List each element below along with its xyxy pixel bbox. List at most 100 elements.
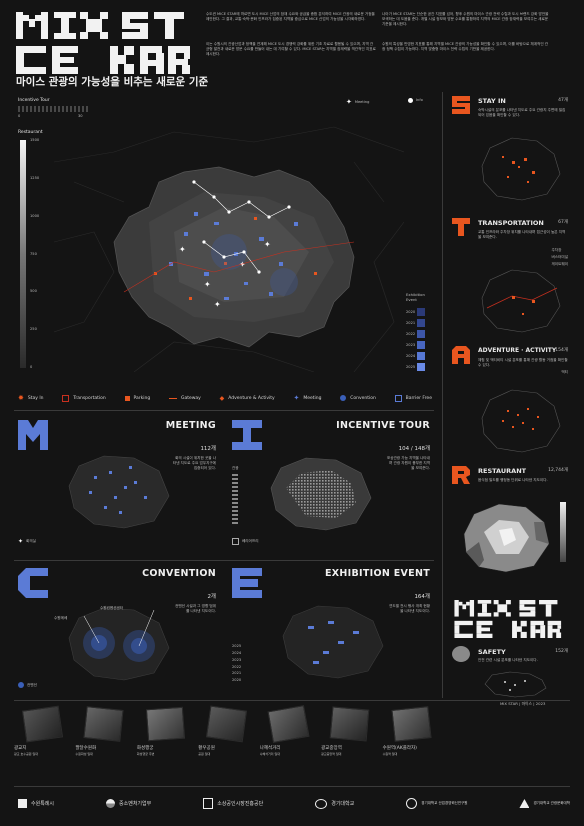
info-legend-label: Info — [416, 98, 423, 103]
incentive-foot-label: 베리어프리 — [242, 539, 259, 544]
barrier-free-icon — [394, 394, 402, 402]
site-card[interactable]: 나혜석거리 나혜석거리 일대 — [259, 704, 317, 774]
convention-callout-1: 수원컨벤션센터 — [100, 606, 124, 610]
exhibition-year: 2023 — [406, 342, 416, 347]
mixstar-small-logo-icon — [454, 600, 562, 638]
legend-label: Convention — [350, 395, 376, 401]
legend-label: Barrier Free — [405, 395, 432, 401]
site-note: 공원 일대 — [198, 751, 211, 756]
sponsor-kgu-tourism[interactable]: 경기대학교 관광문화대학 — [519, 799, 570, 808]
site-thumbnail — [145, 706, 186, 742]
transportation-note: 교통 인프라와 주차장 위치를 나타내며 접근성이 높은 지역을 보여준다. — [478, 230, 566, 239]
legend-label: Stay In — [27, 395, 44, 401]
site-name: 수원역(AK플라자) — [382, 746, 417, 751]
site-card[interactable]: 광교지 광교 호수공원 일대 — [14, 705, 71, 774]
convention-title: CONVENTION — [142, 568, 216, 579]
restaurant-count: 12,744개 — [548, 468, 568, 473]
restaurant-tick: 1250 — [30, 175, 40, 180]
kgu-logo-icon — [315, 798, 328, 809]
transportation-count: 67개 — [558, 220, 568, 225]
site-thumbnail — [83, 706, 125, 742]
site-note: 수원역 일대 — [382, 751, 398, 756]
sponsor-mss[interactable]: 중소벤처기업부 — [106, 799, 151, 808]
convention-icon — [340, 395, 347, 401]
site-note: 화성행궁 주변 — [136, 751, 155, 756]
site-card[interactable]: 황우공원 공원 일대 — [198, 705, 255, 774]
sponsor-name: 소상공인시장진흥공단 — [217, 801, 264, 807]
transportation-panel: TRANSPORTATION 67개 교통 인프라와 주차장 위치를 나타내며 … — [450, 214, 572, 340]
adventure-note: 체험 및 액티비티 시설 분포를 통해 관광 활동 거점을 확인할 수 있다. — [478, 358, 568, 367]
svg-text:✦: ✦ — [179, 245, 186, 254]
restaurant-tick: 0 — [30, 365, 33, 370]
legend-label: Meeting — [303, 395, 322, 401]
safety-blob-icon — [452, 646, 470, 662]
sites-strip: 광교지 광교 호수공원 일대 팔달수원화 수원화성 일대 화성행궁 화성행궁 주변 황… — [14, 704, 440, 774]
site-card[interactable]: 화성행궁 화성행궁 주변 — [137, 706, 194, 774]
incentive-tour-label: Incentive Tour — [18, 98, 50, 103]
header: 마이스 관광의 가능성을 비추는 새로운 기준 수도권 MICE STAR에 따… — [14, 12, 570, 92]
exhibition-legend-title: Exhibition Event — [406, 292, 425, 303]
right-column: STAY IN 47개 숙박시설의 분포를 나타낸 지도로 주요 관광지 주변에… — [450, 92, 572, 698]
page-footer-mark: MIX STAR | 마이스 | 2023 — [500, 701, 546, 706]
adventure-panel: ADVENTURE · ACTIVITY 154개 체험 및 액티비티 시설 분… — [450, 342, 572, 460]
site-name: 팔달수원화 — [75, 746, 97, 751]
sponsor-kgu-institute[interactable]: 경기대학교 산업경영혁신연구원 — [406, 798, 467, 809]
adventure-count: 154개 — [555, 348, 568, 353]
exhibition-year: 2024 — [406, 353, 416, 358]
sponsor-name: 수원특례시 — [31, 801, 55, 807]
exhibition-year: 2021 — [406, 320, 416, 325]
incentive-max: 30 — [78, 114, 83, 118]
exhibition-year-scale: 2020 2021 2022 2023 2024 2025 — [406, 308, 426, 371]
a-letter-icon — [452, 346, 470, 364]
svg-text:✦: ✦ — [239, 260, 246, 269]
parking-icon — [124, 395, 130, 401]
site-thumbnail — [206, 705, 248, 743]
exhibition-note: 연도별 전시 행사 개최 현황을 나타낸 지도이다. — [389, 604, 430, 613]
safety-count: 152개 — [555, 649, 568, 654]
safety-note: 안전 관련 시설 분포를 나타낸 지도이다. — [478, 658, 538, 662]
intro-text-2: 나아가 MICE STAR는 단순한 공간 지표를 넘어, 향후 수원의 마이스… — [382, 12, 549, 26]
site-name: 황우공원 — [198, 746, 215, 751]
exhibition-year: 2021 — [232, 671, 242, 676]
site-card[interactable]: 수원역(AK플라자) 수원역 일대 — [383, 706, 440, 774]
gateway-icon — [168, 397, 177, 399]
site-card[interactable]: 광교중앙역 광교중앙역 일대 — [321, 706, 378, 774]
site-note: 나혜석거리 일대 — [259, 751, 280, 756]
restaurant-map — [463, 503, 550, 573]
convention-foot-label: 컨벤션 — [27, 682, 37, 687]
incentive-note: 포상관광 가능 지역을 나타내며 관광 자원이 풍부한 지역을 보여준다. — [386, 456, 430, 470]
site-note: 광교 호수공원 일대 — [14, 751, 38, 756]
s-letter-icon — [452, 96, 470, 114]
site-name: 광교중앙역 — [321, 746, 342, 751]
incentive-scale-label: 관광 — [232, 466, 239, 470]
convention-count: 2개 — [207, 594, 216, 600]
svg-text:✦: ✦ — [264, 240, 271, 249]
convention-callout-2: 수원메쎄 — [54, 616, 68, 620]
meeting-foot-label: 회의실 — [26, 539, 36, 544]
convention-foot-icon — [18, 682, 24, 688]
exhibition-panel: EXHIBITION EVENT 164개 2025 2024 2023 202… — [228, 564, 434, 698]
sponsor-name: 경기대학교 산업경영혁신연구원 — [421, 801, 468, 805]
site-thumbnail — [329, 706, 370, 742]
exhibition-year: 2022 — [232, 664, 242, 669]
site-card[interactable]: 팔달수원화 수원화성 일대 — [75, 706, 132, 774]
transportation-sub-legend: 주차장 버스터미널 게이트웨이 — [551, 248, 568, 267]
legend-label: Adventure & Activity — [228, 395, 275, 401]
exhibition-map — [282, 605, 384, 679]
sponsor-kgu[interactable]: 경기대학교 — [315, 798, 355, 809]
main-map-panel: Incentive Tour 0 30 Restaurant 1500 1250… — [14, 92, 434, 388]
incentive-min: 0 — [18, 114, 21, 118]
sponsor-semas[interactable]: 소상공인시장진흥공단 — [203, 798, 263, 809]
year-swatch — [417, 308, 426, 316]
exhibition-year: 2023 — [232, 657, 242, 662]
sponsor-suwon[interactable]: 수원특례시 — [18, 799, 54, 808]
meeting-foot: ✦ 회의실 — [18, 538, 36, 545]
stay-in-count: 47개 — [558, 98, 568, 103]
restaurant-tick: 750 — [30, 251, 37, 256]
exhibition-year: 2020 — [232, 678, 242, 683]
stay-in-map — [481, 137, 561, 201]
legend-meeting: ✦ Meeting — [293, 394, 321, 402]
sponsor-name: 경기대학교 — [331, 801, 355, 807]
legend-transportation: Transportation — [62, 394, 106, 402]
restaurant-tick: 1000 — [30, 213, 40, 218]
